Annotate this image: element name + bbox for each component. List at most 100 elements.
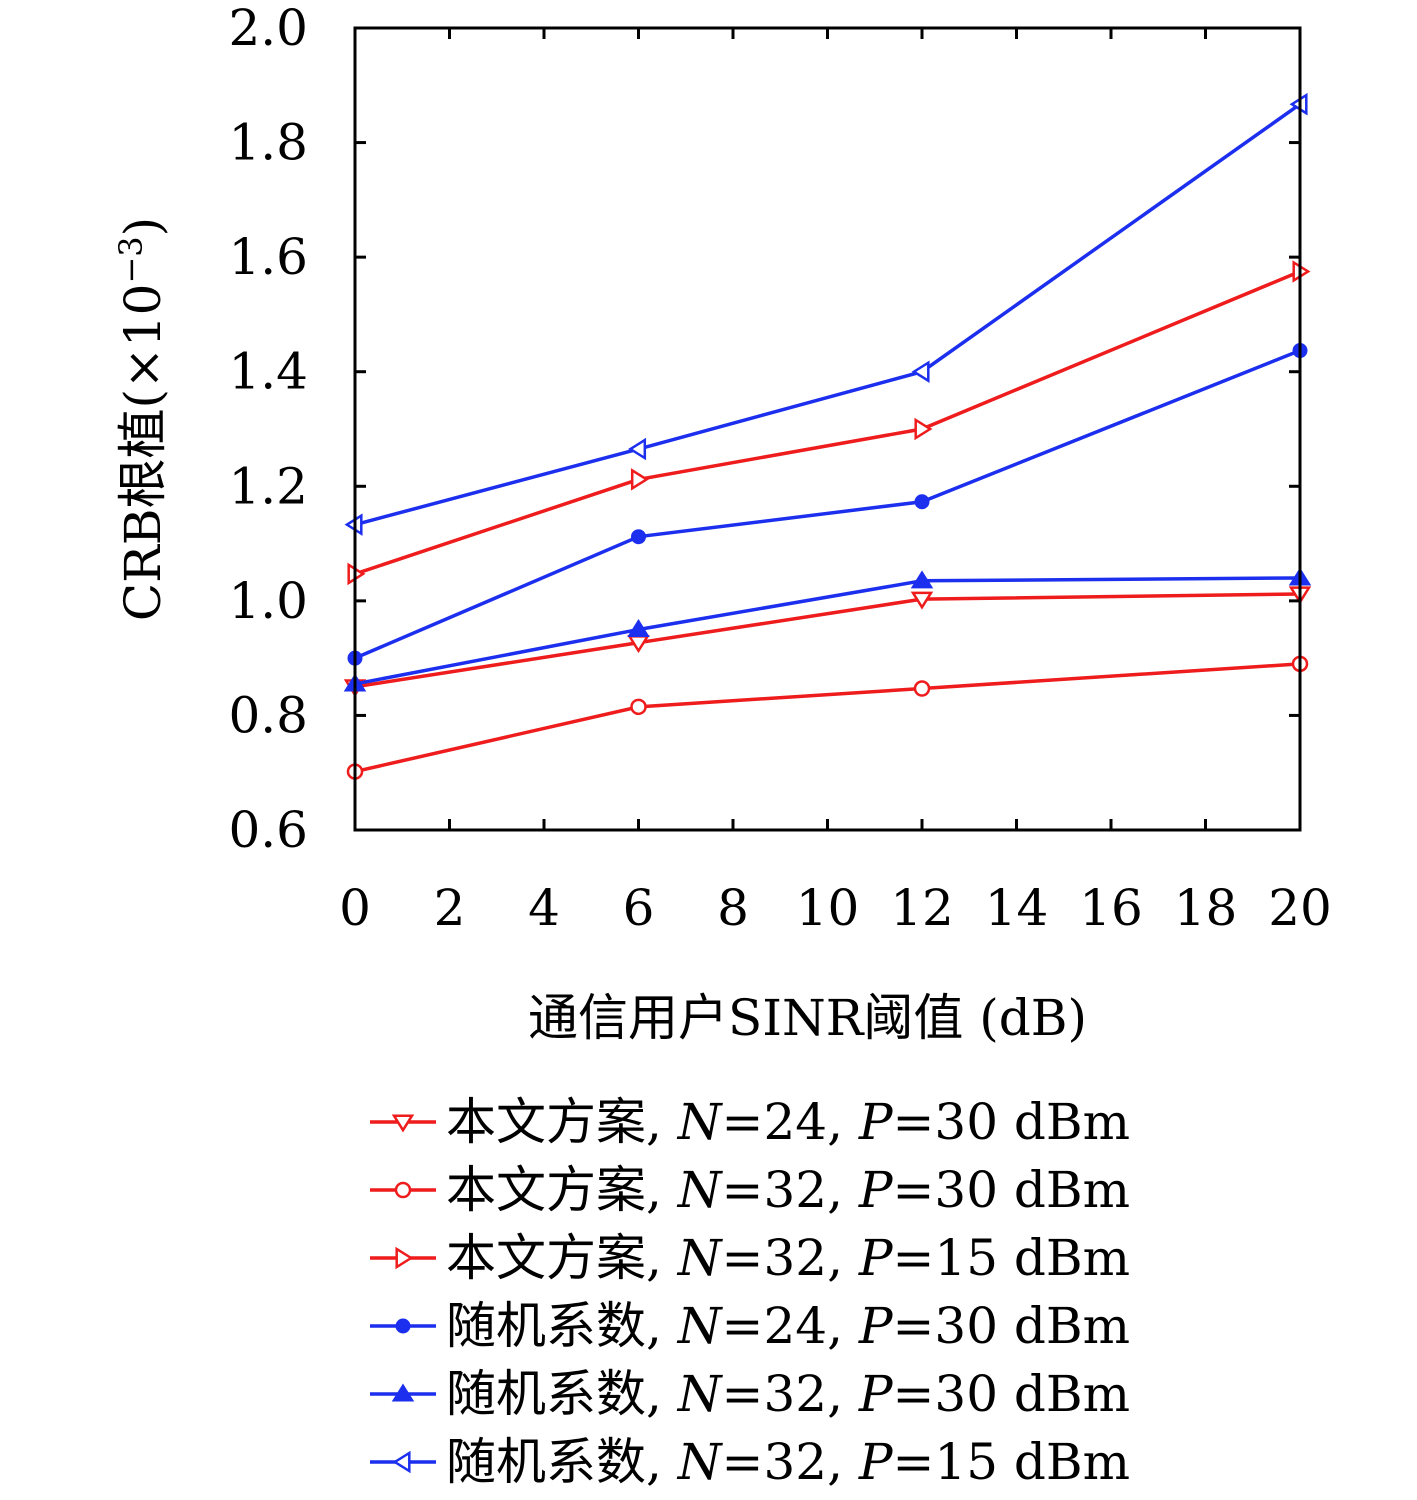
legend-label-part: N xyxy=(677,1229,724,1287)
legend-label-part: P xyxy=(858,1433,894,1491)
series-line xyxy=(354,269,1301,576)
legend-label: 本文方案, N=32, P=15 dBm xyxy=(446,1229,1130,1287)
legend-item: 本文方案, N=32, P=30 dBm xyxy=(370,1161,1130,1219)
triangle-up-marker xyxy=(910,570,934,589)
legend-label-part: =32, xyxy=(722,1433,859,1491)
legend-label-part: =15 dBm xyxy=(893,1433,1131,1491)
legend-label: 本文方案, N=32, P=30 dBm xyxy=(446,1161,1130,1219)
triangle-right-marker xyxy=(630,468,649,491)
triangle-down-marker xyxy=(910,591,934,610)
legend-label-part: =32, xyxy=(722,1229,859,1287)
y-tick-label: 1.8 xyxy=(228,114,308,172)
y-tick-label: 1.2 xyxy=(228,457,308,515)
series-group xyxy=(347,343,1308,666)
legend-label-part: P xyxy=(858,1161,894,1219)
x-tick-label: 14 xyxy=(985,879,1049,937)
x-tick-label: 8 xyxy=(717,879,749,937)
y-tick-label: 1.4 xyxy=(228,343,308,401)
y-tick-label: 0.6 xyxy=(228,801,308,859)
y-tick-label: 0.8 xyxy=(228,686,308,744)
legend-label-part: P xyxy=(858,1365,894,1423)
x-tick-label: 16 xyxy=(1079,879,1143,937)
series-group xyxy=(343,567,1312,692)
x-axis-title: 通信用户SINR阈值 (dB) xyxy=(528,989,1087,1047)
legend-label-part: =32, xyxy=(722,1161,859,1219)
x-tick-label: 6 xyxy=(623,879,655,937)
legend-item: 随机系数, N=24, P=30 dBm xyxy=(370,1297,1130,1355)
triangle-right-marker xyxy=(395,1246,414,1270)
legend-label-part: =30 dBm xyxy=(893,1297,1131,1355)
legend-label: 随机系数, N=32, P=15 dBm xyxy=(446,1433,1130,1491)
legend-item: 随机系数, N=32, P=15 dBm xyxy=(370,1433,1130,1491)
series-line xyxy=(354,662,1301,774)
series-line xyxy=(354,576,1301,686)
legend-label-part: =30 dBm xyxy=(893,1365,1131,1423)
legend-label: 随机系数, N=24, P=30 dBm xyxy=(446,1297,1130,1355)
legend-label-part: N xyxy=(677,1433,724,1491)
y-tick-label: 1.6 xyxy=(228,228,308,286)
triangle-up-marker xyxy=(391,1383,415,1402)
y-axis-title: CRB根植(×10−3) xyxy=(112,217,172,621)
legend-label-part: N xyxy=(677,1297,724,1355)
circle-marker xyxy=(394,1181,412,1199)
x-tick-label: 0 xyxy=(339,879,371,937)
series-line xyxy=(354,102,1302,527)
legend-label-part: =30 dBm xyxy=(893,1093,1131,1151)
legend-label-part: 随机系数, xyxy=(446,1433,678,1491)
legend-label-part: P xyxy=(858,1093,894,1151)
legend-label-part: =15 dBm xyxy=(893,1229,1131,1287)
x-tick-label: 2 xyxy=(434,879,466,937)
legend-label: 本文方案, N=24, P=30 dBm xyxy=(446,1093,1130,1151)
x-tick-label: 4 xyxy=(528,879,560,937)
legend-item: 本文方案, N=24, P=30 dBm xyxy=(370,1093,1130,1151)
legend-label-part: 随机系数, xyxy=(446,1365,678,1423)
x-tick-label: 12 xyxy=(890,879,954,937)
dot-marker xyxy=(914,494,930,510)
y-axis-title-main: CRB根植(×10 xyxy=(114,284,172,622)
series-group xyxy=(346,655,1309,780)
triangle-up-marker xyxy=(627,619,650,638)
triangle-left-marker xyxy=(628,437,647,461)
series-group xyxy=(343,586,1312,698)
legend-label-part: 本文方案, xyxy=(446,1229,678,1287)
ticks-layer: 0 2 4 6 8 10 12 14 16 18 20 0.6 0.8 1.0 1.2 1.4 1.6 1.8 2.… xyxy=(228,0,1331,937)
x-tick-label: 18 xyxy=(1174,879,1238,937)
series-group xyxy=(347,260,1311,586)
legend-label-part: N xyxy=(677,1365,724,1423)
y-axis-title-exponent: −3 xyxy=(112,236,150,283)
legend-label-part: =24, xyxy=(722,1093,859,1151)
series-group xyxy=(344,92,1308,536)
y-tick-label: 1.0 xyxy=(228,572,308,630)
triangle-down-marker xyxy=(391,1114,415,1133)
triangle-right-marker xyxy=(914,417,933,441)
legend-label-part: =24, xyxy=(722,1297,859,1355)
triangle-left-marker xyxy=(911,360,930,383)
legend-item: 本文方案, N=32, P=15 dBm xyxy=(370,1229,1130,1287)
legend-label-part: N xyxy=(677,1161,724,1219)
legend-item: 随机系数, N=32, P=30 dBm xyxy=(370,1365,1130,1423)
y-axis-title-close: ) xyxy=(114,217,172,237)
x-tick-label: 20 xyxy=(1268,879,1332,937)
legend-label-part: =32, xyxy=(722,1365,859,1423)
series-line xyxy=(354,348,1301,660)
legend-label-part: =30 dBm xyxy=(893,1161,1131,1219)
triangle-left-marker xyxy=(392,1450,411,1474)
dot-marker xyxy=(631,529,646,545)
legend-label-part: 本文方案, xyxy=(446,1093,678,1151)
series-layer xyxy=(343,92,1312,780)
circle-marker xyxy=(913,680,931,697)
legend-label-part: 本文方案, xyxy=(446,1161,678,1219)
dot-marker xyxy=(395,1318,411,1334)
legend-label-part: 随机系数, xyxy=(446,1297,678,1355)
legend-label-part: N xyxy=(677,1093,724,1151)
plot-frame xyxy=(353,26,1302,832)
y-tick-label: 2.0 xyxy=(228,0,308,57)
series-line xyxy=(354,592,1301,689)
x-tick-label: 10 xyxy=(796,879,860,937)
circle-marker xyxy=(630,698,647,716)
legend-label: 随机系数, N=32, P=30 dBm xyxy=(446,1365,1130,1423)
legend-label-part: P xyxy=(858,1297,894,1355)
legend-label-part: P xyxy=(858,1229,894,1287)
